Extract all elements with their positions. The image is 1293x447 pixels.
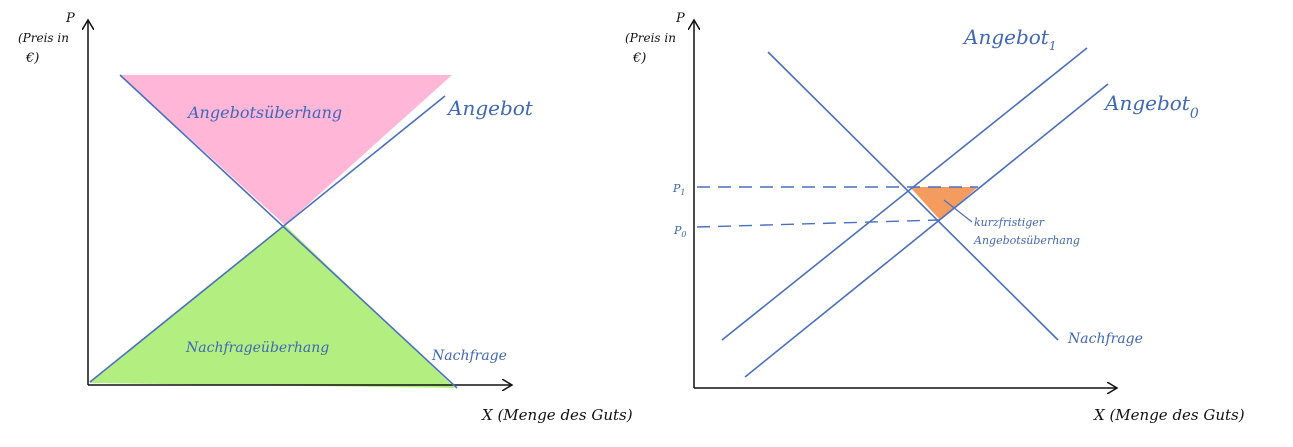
annotation-line1: kurzfristiger <box>974 216 1045 229</box>
supply-surplus-label: Angebotsüberhang <box>186 103 342 122</box>
supply-1-label-main: Angebot <box>962 25 1050 49</box>
supply-1-label: Angebot1 <box>962 25 1056 53</box>
p1-label-sub: 1 <box>680 188 685 197</box>
demand-surplus-area <box>90 225 455 388</box>
left-demand-curve <box>119 74 458 389</box>
supply-0-label-main: Angebot <box>1103 91 1191 115</box>
right-demand-label: Nachfrage <box>1067 331 1143 347</box>
right-y-axis-label-line1: (Preis in <box>625 31 676 45</box>
supply-1-label-sub: 1 <box>1049 39 1057 53</box>
p1-label-main: P <box>672 182 681 195</box>
p0-dashed-line <box>696 219 941 228</box>
supply-0-curve <box>744 83 1109 378</box>
p1-label: P1 <box>672 182 686 197</box>
right-y-axis-label-line2: €) <box>632 51 646 66</box>
p0-label: P0 <box>673 224 687 239</box>
supply-0-label-sub: 0 <box>1190 106 1199 122</box>
right-x-axis-label: X (Menge des Guts) <box>1093 406 1245 424</box>
left-x-axis-label: X (Menge des Guts) <box>481 406 633 424</box>
left-supply-label: Angebot <box>446 96 534 120</box>
demand-surplus-label: Nachfrageüberhang <box>185 340 329 356</box>
annotation-line2: Angebotsüberhang <box>973 234 1080 247</box>
short-term-surplus-area <box>910 187 978 220</box>
left-y-axis-label-line2: €) <box>25 51 39 66</box>
left-diagram: P (Preis in €) X (Menge des Guts) Angebo… <box>18 11 633 424</box>
p0-label-main: P <box>673 224 682 237</box>
supply-0-label: Angebot0 <box>1103 91 1199 122</box>
right-diagram: P (Preis in €) X (Menge des Guts) P1 P0 … <box>625 11 1245 424</box>
left-demand-label: Nachfrage <box>431 348 507 364</box>
left-supply-curve <box>89 95 446 383</box>
supply-surplus-area <box>120 75 452 225</box>
annotation-pointer <box>943 199 973 223</box>
right-y-axis-symbol: P <box>675 11 685 26</box>
left-y-axis-label-line1: (Preis in <box>18 31 69 45</box>
right-demand-curve <box>767 51 1059 341</box>
left-y-axis-symbol: P <box>65 11 75 26</box>
supply-1-curve <box>721 47 1088 341</box>
p0-label-sub: 0 <box>681 230 686 239</box>
